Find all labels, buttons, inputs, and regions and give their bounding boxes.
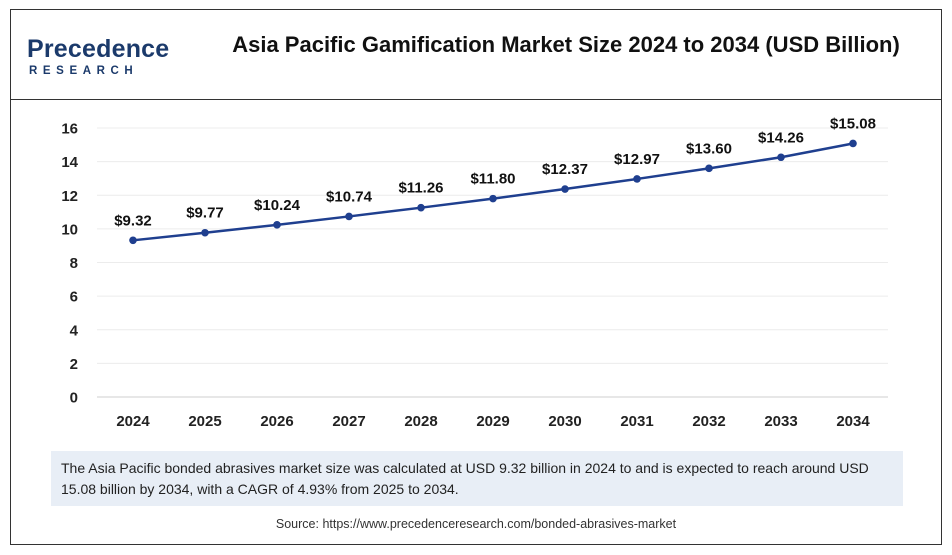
x-tick-label: 2034: [836, 413, 870, 430]
data-label: $10.74: [326, 188, 373, 205]
data-point: [777, 153, 785, 162]
y-tick-label: 10: [61, 221, 78, 238]
data-point: [849, 139, 857, 148]
data-label: $9.32: [114, 212, 152, 229]
y-tick-label: 16: [61, 121, 78, 138]
data-label: $15.08: [830, 115, 876, 132]
logo-sub-text: RESEARCH: [29, 65, 139, 77]
data-point: [345, 212, 353, 221]
data-point: [705, 164, 713, 173]
x-tick-label: 2030: [548, 413, 581, 430]
data-point: [417, 203, 425, 212]
data-label: $11.26: [398, 180, 443, 197]
summary-note: The Asia Pacific bonded abrasives market…: [51, 451, 903, 506]
data-point: [201, 228, 209, 237]
y-tick-label: 2: [70, 356, 78, 373]
y-tick-label: 8: [70, 255, 78, 272]
x-tick-label: 2024: [116, 413, 150, 430]
data-label: $9.77: [186, 205, 224, 222]
x-tick-label: 2028: [404, 413, 437, 430]
x-tick-label: 2032: [692, 413, 725, 430]
x-tick-label: 2027: [332, 413, 365, 430]
x-tick-label: 2033: [764, 413, 797, 430]
y-tick-label: 12: [61, 188, 78, 205]
chart-header: Precedence RESEARCH Asia Pacific Gamific…: [11, 10, 941, 100]
chart-title: Asia Pacific Gamification Market Size 20…: [232, 32, 900, 57]
data-point: [561, 185, 569, 193]
data-label: $12.97: [614, 151, 660, 168]
data-point: [129, 236, 137, 245]
data-label: $14.26: [758, 129, 804, 146]
x-tick-label: 2031: [620, 413, 653, 430]
gridlines: [97, 127, 888, 398]
x-tick-label: 2025: [188, 413, 221, 430]
y-tick-label: 4: [70, 322, 79, 339]
data-label: $12.37: [542, 161, 588, 178]
source-text: Source: https://www.precedenceresearch.c…: [275, 517, 677, 531]
data-point: [273, 221, 281, 229]
x-tick-label: 2029: [476, 413, 509, 430]
data-label: $13.60: [686, 140, 732, 157]
precedence-research-logo: Precedence RESEARCH: [27, 35, 177, 85]
data-label: $11.80: [470, 171, 515, 188]
data-labels: $9.32 $9.77 $10.24 $10.74 $11.26 $11.80 $12.37…: [114, 115, 876, 229]
data-point: [633, 175, 641, 183]
y-tick-label: 14: [61, 154, 78, 171]
logo-main-text: Precedence: [27, 35, 170, 63]
data-points: [129, 139, 857, 245]
data-label: $10.24: [254, 197, 301, 214]
x-tick-label: 2026: [260, 413, 293, 430]
data-point: [489, 194, 497, 203]
series-line: [132, 142, 854, 242]
x-axis-ticks: 2024 2025 2026 2027 2028 2029 2030 2031 2032 2033…: [116, 413, 870, 430]
y-tick-label: 0: [70, 390, 78, 407]
y-axis-ticks: 0 2 4 6 8 10 12 14 16: [61, 121, 78, 407]
y-tick-label: 6: [70, 289, 78, 306]
